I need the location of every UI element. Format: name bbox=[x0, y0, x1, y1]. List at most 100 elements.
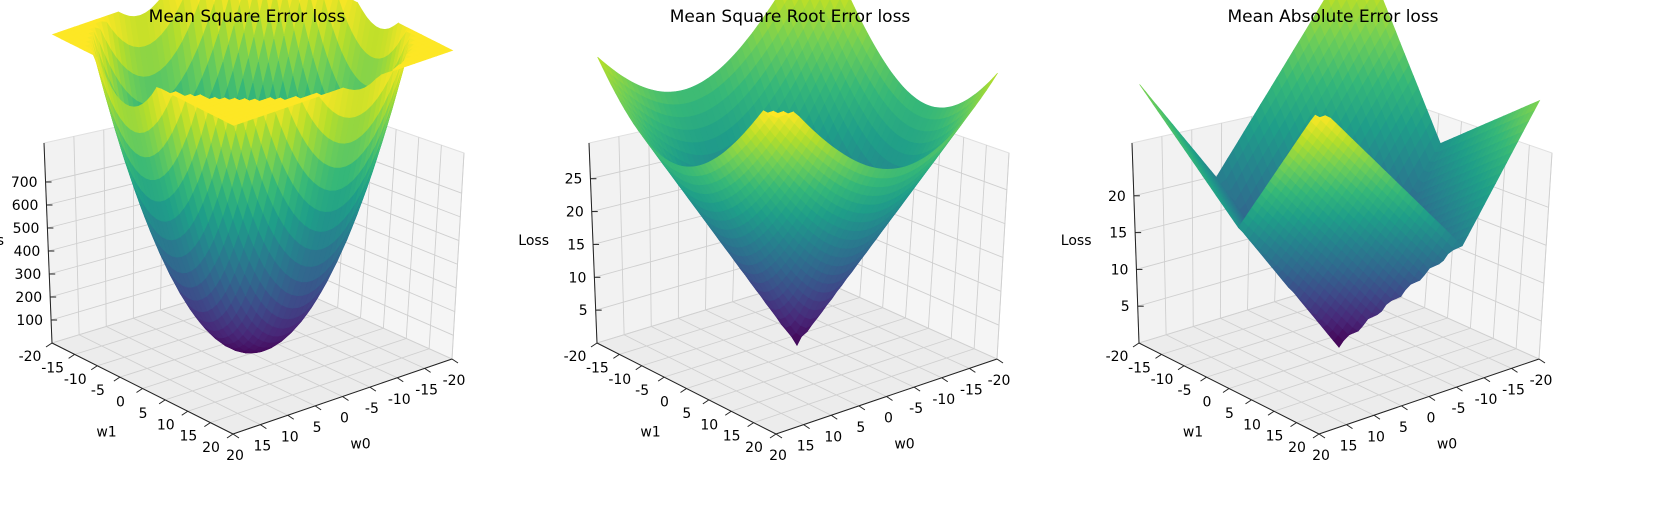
w1-tick bbox=[113, 376, 121, 382]
w1-tick-label: -10 bbox=[64, 372, 87, 388]
w0-tick-label: -15 bbox=[415, 382, 438, 398]
w1-tick-label: -15 bbox=[41, 360, 64, 376]
w0-tick-label: 10 bbox=[1367, 429, 1385, 445]
w1-tick bbox=[90, 365, 98, 371]
w1-tick bbox=[747, 422, 754, 428]
w1-tick bbox=[1200, 376, 1207, 382]
w0-tick-label: -20 bbox=[988, 373, 1011, 389]
chart-panel-1: -20-15-10-505101520-20-15-10-50510152010… bbox=[0, 0, 465, 464]
w0-tick-label: -5 bbox=[909, 401, 923, 417]
w0-tick bbox=[830, 414, 838, 420]
w0-tick bbox=[1538, 358, 1546, 364]
w0-tick-label: 0 bbox=[1427, 411, 1436, 427]
w0-tick-label: -20 bbox=[443, 373, 466, 389]
w0-tick-label: 20 bbox=[769, 448, 787, 464]
w0-tick-label: 5 bbox=[313, 420, 322, 436]
w1-axis-label: w1 bbox=[1183, 425, 1203, 441]
w1-tick-label: 10 bbox=[157, 417, 175, 433]
loss-axis-label: Loss bbox=[0, 233, 4, 249]
w0-tick-label: 20 bbox=[226, 448, 244, 464]
loss-tick-label: 600 bbox=[12, 198, 39, 214]
w0-tick-label: 0 bbox=[884, 411, 893, 427]
loss-tick-label: 500 bbox=[13, 221, 40, 237]
w1-tick-label: 5 bbox=[1225, 406, 1234, 422]
w1-tick bbox=[1312, 433, 1320, 439]
w1-tick bbox=[613, 353, 620, 359]
loss-tick-label: 5 bbox=[1121, 299, 1130, 315]
loss-tick-label: 10 bbox=[569, 270, 587, 286]
loss-tick-label: 700 bbox=[11, 175, 38, 191]
w0-tick bbox=[396, 377, 404, 383]
w1-tick-label: 5 bbox=[682, 406, 691, 422]
loss-tick-label: 300 bbox=[15, 267, 42, 283]
w0-axis-label: w0 bbox=[350, 437, 370, 453]
w1-tick bbox=[181, 410, 189, 416]
w0-axis-label: w0 bbox=[894, 437, 914, 453]
w0-tick bbox=[451, 358, 459, 364]
w1-tick-label: 20 bbox=[1288, 440, 1306, 456]
w0-tick-label: 15 bbox=[797, 439, 815, 455]
w0-tick bbox=[1511, 367, 1518, 373]
w1-tick-label: -20 bbox=[1106, 349, 1129, 365]
w0-tick bbox=[941, 377, 949, 383]
w0-tick bbox=[1318, 433, 1326, 439]
w1-tick-label: 10 bbox=[700, 417, 718, 433]
w1-tick-label: -5 bbox=[1178, 383, 1192, 399]
w1-tick bbox=[680, 388, 687, 393]
w1-tick bbox=[1177, 365, 1185, 371]
w1-tick bbox=[1155, 353, 1162, 359]
w0-tick bbox=[1483, 377, 1491, 383]
surface-cell bbox=[228, 120, 240, 126]
w1-tick bbox=[657, 376, 665, 382]
w0-tick bbox=[314, 405, 322, 411]
loss-axis-line bbox=[1131, 142, 1140, 344]
loss-tick-label: 15 bbox=[1109, 226, 1127, 242]
loss-tick-label: 10 bbox=[1111, 262, 1129, 278]
loss-surface bbox=[51, 0, 454, 354]
loss-surface bbox=[1139, 0, 1541, 348]
w1-tick-label: -20 bbox=[19, 349, 42, 365]
w1-tick-label: 0 bbox=[660, 395, 669, 411]
loss-axis-line bbox=[43, 142, 53, 344]
w0-tick bbox=[775, 433, 783, 439]
w0-tick-label: -5 bbox=[365, 401, 379, 417]
w0-tick bbox=[1456, 386, 1463, 392]
w0-tick-label: 20 bbox=[1312, 448, 1330, 464]
w1-tick-label: 15 bbox=[723, 429, 741, 445]
w1-tick bbox=[1267, 410, 1275, 416]
w0-tick bbox=[260, 424, 267, 430]
w0-tick bbox=[1428, 396, 1436, 401]
chart-panel-2: -20-15-10-505101520-20-15-10-50510152051… bbox=[518, 0, 1010, 464]
surface-cell bbox=[1315, 114, 1326, 120]
w1-tick-label: -10 bbox=[608, 372, 631, 388]
w1-tick-label: 0 bbox=[1203, 395, 1212, 411]
w1-tick bbox=[45, 342, 53, 348]
w1-tick bbox=[68, 353, 75, 359]
chart-title: Mean Square Error loss bbox=[149, 7, 346, 27]
w0-tick bbox=[886, 396, 893, 401]
w1-axis-label: w1 bbox=[640, 425, 660, 441]
w0-tick bbox=[1401, 405, 1408, 411]
w0-tick-label: -10 bbox=[1475, 392, 1498, 408]
w0-tick-label: -5 bbox=[1452, 401, 1466, 417]
w0-tick-label: 0 bbox=[340, 411, 349, 427]
w1-tick-label: -15 bbox=[586, 360, 609, 376]
loss-tick-label: 100 bbox=[16, 313, 43, 329]
w0-tick-label: -15 bbox=[1502, 382, 1525, 398]
w0-tick-label: 5 bbox=[1399, 420, 1408, 436]
w1-tick bbox=[769, 433, 777, 439]
w0-tick bbox=[969, 367, 976, 373]
loss-tick-label: 200 bbox=[15, 290, 42, 306]
w1-tick bbox=[1222, 388, 1230, 393]
w0-tick bbox=[803, 424, 810, 430]
loss-axis-label: Loss bbox=[518, 233, 549, 249]
w1-tick-label: -20 bbox=[564, 349, 587, 365]
loss-tick-label: 400 bbox=[14, 244, 41, 260]
w1-tick bbox=[1290, 422, 1297, 428]
w0-tick-label: -10 bbox=[388, 392, 411, 408]
loss-tick-label: 20 bbox=[566, 205, 584, 221]
loss-tick-label: 25 bbox=[565, 172, 583, 188]
w0-tick bbox=[369, 386, 377, 392]
w0-tick bbox=[913, 386, 921, 392]
